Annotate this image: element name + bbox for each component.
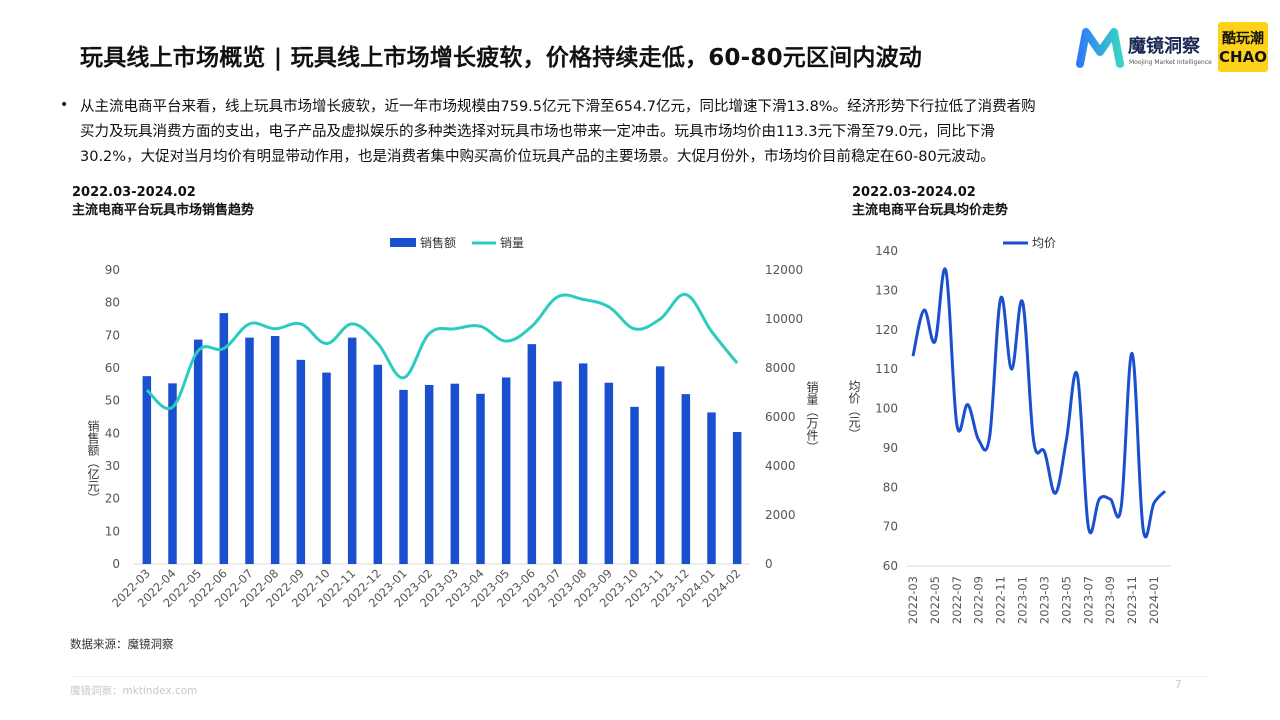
left-axis-tick-label: 10 [105,524,120,538]
price-axis-tick-label: 100 [875,402,898,416]
sales-bar [553,381,562,564]
data-source: 数据来源：魔镜洞察 [70,637,174,651]
price-chart-legend: 均价 [1003,236,1056,250]
sales-bar [219,313,229,564]
sales-bar [681,394,691,564]
brand-logos: 魔镜洞察 Moojing Market Intelligence 酷玩潮 CHA… [1076,22,1276,76]
price-axis-tick-label: 110 [875,362,898,376]
chao-logo-top: 酷玩潮 [1222,31,1264,47]
x-axis-tick-label: 2023-07 [1081,576,1095,624]
price-chart-title: 主流电商平台玩具均价走势 [852,203,1009,218]
sales-chart-legend: 销售额 销量 [390,235,524,250]
sales-bar [270,335,280,564]
sales-bar [501,377,511,564]
price-axis-tick-label: 90 [883,441,898,455]
right-axis-tick-label: 8000 [765,361,796,375]
right-axis-tick-label: 4000 [765,459,796,473]
left-axis-title: 销售额（亿元） [86,420,100,504]
sales-chart-title: 主流电商平台玩具市场销售趋势 [72,203,255,218]
sales-bar [732,432,742,564]
x-axis-tick-label: 2023-03 [1037,576,1051,624]
page-number: 7 [1175,679,1182,691]
sales-bar [373,364,383,564]
legend-bar-swatch [390,238,416,247]
left-axis-tick-label: 30 [105,459,120,473]
price-axis-tick-label: 60 [883,559,898,573]
bullet-point: • [60,97,69,113]
x-axis-tick-label: 2023-09 [1103,576,1117,624]
legend-volume-label: 销量 [500,236,524,250]
footer-divider [70,676,1210,677]
price-axis-tick-label: 120 [875,323,898,337]
sales-bar [450,383,460,564]
sales-bar [424,384,434,564]
moojing-m-logo-icon [1076,28,1124,68]
summary-line: 30.2%，大促对当月均价有明显带动作用，也是消费者集中购买高价位玩具产品的主要… [80,149,995,165]
price-axis-tick-label: 130 [875,283,898,297]
moojing-logo-subtitle: Moojing Market Intelligence [1129,59,1212,66]
price-chart-heading: 2022.03-2024.02 主流电商平台玩具均价走势 [852,184,1008,220]
x-axis-tick-label: 2022-03 [906,576,920,624]
price-axis-tick-label: 80 [883,480,898,494]
price-axis-title: 均价（元） [847,380,861,440]
right-axis-title: 销量（万件） [805,381,819,453]
price-axis-tick-label: 140 [875,244,898,258]
left-axis-tick-label: 20 [105,492,120,506]
left-axis-tick-label: 70 [105,328,120,342]
footer-website: 魔镜洞察：mktindex.com [70,685,198,697]
summary-line: 从主流电商平台来看，线上玩具市场增长疲软，近一年市场规模由759.5亿元下滑至6… [80,99,1036,115]
right-axis-tick-label: 2000 [765,508,796,522]
price-axis-tick-label: 70 [883,520,898,534]
sales-chart-subtitle: 2022.03-2024.02 [72,185,196,200]
sales-bar [527,344,537,564]
legend-price-label: 均价 [1032,236,1056,250]
right-axis-tick-label: 0 [765,557,773,571]
sales-bar [630,406,639,564]
chao-logo-bottom: CHAO [1219,48,1267,66]
sales-chart-heading: 2022.03-2024.02 主流电商平台玩具市场销售趋势 [72,184,254,220]
x-axis-tick-label: 2024-01 [1147,576,1161,624]
left-axis-tick-label: 50 [105,394,120,408]
sales-trend-chart: 销售额 销量 销售额（亿元） 销量（万件） 0 10 20 30 40 50 60 70 80 9… [86,235,819,610]
x-axis-tick-label: 2022-07 [950,576,964,624]
x-axis-tick-label: 2022-09 [972,576,986,624]
sales-bar [168,383,177,564]
volume-line [145,292,739,411]
sales-bar [476,393,485,564]
avg-price-chart: 均价 均价（元） 60 70 80 90 100 110 120 130 140 2022-03 2… [847,236,1171,624]
sales-bar [142,376,152,564]
x-axis-tick-label: 2023-11 [1125,576,1139,624]
sales-bar [578,363,588,564]
summary-line: 买力及玩具消费方面的支出，电子产品及虚拟娱乐的多种类选择对玩具市场也带来一定冲击… [80,124,995,140]
sales-bar [655,366,665,564]
x-axis-tick-label: 2022-11 [994,576,1008,624]
x-axis-tick-label: 2022-05 [928,576,942,624]
sales-bar [193,339,203,564]
chao-logo: 酷玩潮 CHAO [1218,22,1268,72]
sales-bar [245,337,254,564]
right-axis-tick-label: 10000 [765,312,803,326]
left-axis-tick-label: 40 [105,426,120,440]
sales-bar [399,389,408,564]
sales-bar [707,412,716,564]
sales-bar [322,372,331,564]
avg-price-line [911,267,1167,539]
legend-sales-label: 销售额 [420,235,456,250]
right-axis-tick-label: 12000 [765,263,803,277]
left-axis-tick-label: 80 [105,296,120,310]
page-title: 玩具线上市场概览 | 玩具线上市场增长疲软，价格持续走低，60-80元区间内波动 [80,45,922,71]
x-axis-tick-label: 2023-05 [1059,576,1073,624]
sales-bar [604,382,614,564]
left-axis-tick-label: 90 [105,263,120,277]
x-axis-tick-label: 2023-01 [1016,576,1030,624]
sales-bar [347,337,357,564]
sales-bar [296,359,306,564]
right-axis-tick-label: 6000 [765,410,796,424]
moojing-logo-text: 魔镜洞察 [1128,36,1200,57]
summary-paragraph: 从主流电商平台来看，线上玩具市场增长疲软，近一年市场规模由759.5亿元下滑至6… [80,95,1210,170]
price-chart-subtitle: 2022.03-2024.02 [852,185,976,200]
left-axis-tick-label: 0 [112,557,120,571]
left-axis-tick-label: 60 [105,361,120,375]
